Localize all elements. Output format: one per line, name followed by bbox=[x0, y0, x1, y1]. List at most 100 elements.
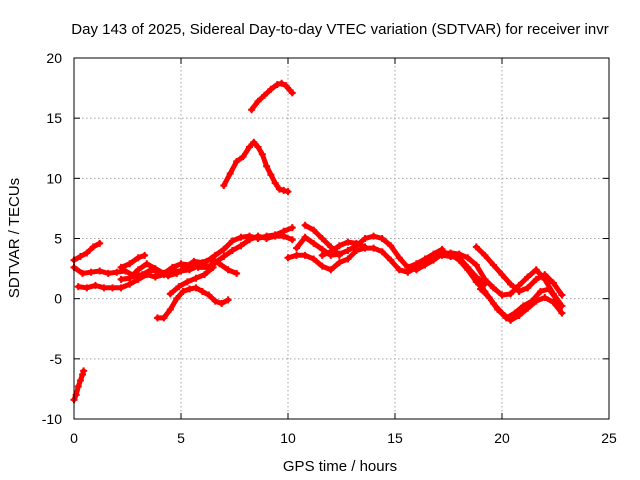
data-point bbox=[192, 284, 200, 292]
data-point bbox=[541, 271, 549, 279]
data-point bbox=[192, 274, 200, 282]
y-tick-label: 5 bbox=[54, 231, 62, 247]
data-point bbox=[412, 260, 420, 268]
data-point bbox=[293, 251, 301, 259]
data-point bbox=[134, 275, 142, 283]
data-point bbox=[104, 269, 112, 277]
data-point bbox=[168, 263, 176, 271]
data-point bbox=[175, 283, 183, 291]
data-point bbox=[76, 253, 84, 261]
data-point bbox=[267, 85, 275, 93]
data-point bbox=[310, 255, 318, 263]
data-point bbox=[395, 266, 403, 274]
data-point bbox=[74, 383, 82, 391]
data-point bbox=[310, 239, 318, 247]
data-point bbox=[209, 263, 217, 271]
data-point bbox=[361, 243, 369, 251]
data-point bbox=[121, 267, 129, 275]
data-point bbox=[126, 274, 134, 282]
data-point bbox=[233, 157, 241, 165]
data-point bbox=[507, 290, 515, 298]
data-point bbox=[179, 287, 187, 295]
x-tick-label: 25 bbox=[601, 430, 617, 446]
data-point bbox=[284, 188, 292, 196]
x-axis-title: GPS time / hours bbox=[283, 458, 397, 475]
data-point bbox=[498, 291, 506, 299]
data-point bbox=[378, 248, 386, 256]
data-point bbox=[89, 243, 97, 251]
data-point bbox=[282, 82, 290, 90]
data-point bbox=[134, 254, 142, 262]
data-point bbox=[220, 182, 228, 190]
data-point bbox=[301, 251, 309, 259]
data-point bbox=[263, 162, 271, 170]
data-point bbox=[327, 248, 335, 256]
grid-layer bbox=[74, 58, 609, 419]
data-point bbox=[186, 261, 194, 269]
data-point bbox=[549, 279, 557, 287]
data-point bbox=[528, 297, 536, 305]
data-point bbox=[186, 285, 194, 293]
data-point bbox=[344, 255, 352, 263]
data-point bbox=[344, 238, 352, 246]
data-point bbox=[278, 79, 286, 87]
data-point bbox=[151, 265, 159, 273]
data-point bbox=[273, 80, 281, 88]
data-point bbox=[515, 312, 523, 320]
data-point bbox=[117, 284, 125, 292]
data-point bbox=[554, 297, 562, 305]
data-point bbox=[237, 233, 245, 241]
data-point bbox=[378, 235, 386, 242]
data-point bbox=[288, 224, 296, 232]
data-point bbox=[301, 221, 309, 229]
data-point bbox=[489, 261, 497, 269]
series-track-e bbox=[118, 252, 148, 270]
data-point bbox=[280, 186, 288, 194]
data-point bbox=[248, 106, 256, 114]
data-point bbox=[211, 297, 219, 305]
data-point bbox=[76, 376, 84, 384]
data-point bbox=[160, 269, 168, 277]
data-point bbox=[335, 242, 343, 250]
x-tick-label: 10 bbox=[280, 430, 296, 446]
series-track-g bbox=[167, 264, 216, 297]
data-point bbox=[245, 236, 253, 244]
data-point bbox=[80, 367, 88, 375]
data-point bbox=[502, 314, 510, 322]
data-point bbox=[524, 273, 532, 281]
data-point bbox=[318, 235, 326, 242]
data-point bbox=[301, 233, 309, 241]
data-point bbox=[205, 291, 213, 299]
data-point bbox=[318, 245, 326, 253]
data-point bbox=[226, 170, 234, 178]
data-point bbox=[239, 153, 247, 161]
data-point bbox=[489, 284, 497, 292]
data-point bbox=[183, 278, 191, 286]
data-point bbox=[507, 280, 515, 288]
data-point bbox=[370, 232, 378, 240]
data-point bbox=[254, 97, 262, 105]
data-point bbox=[477, 285, 485, 293]
data-point bbox=[263, 235, 271, 242]
data-point bbox=[275, 185, 283, 193]
y-tick-label: 0 bbox=[54, 291, 62, 307]
data-point bbox=[254, 143, 262, 151]
data-point bbox=[280, 232, 288, 240]
data-point bbox=[498, 271, 506, 279]
data-point bbox=[464, 266, 472, 274]
y-tick-label: -10 bbox=[42, 411, 62, 427]
data-point bbox=[117, 275, 125, 283]
data-point bbox=[344, 247, 352, 255]
data-point bbox=[166, 290, 174, 298]
data-point bbox=[109, 284, 117, 292]
data-point bbox=[293, 244, 301, 252]
data-point bbox=[515, 281, 523, 289]
data-point bbox=[91, 281, 99, 289]
data-point bbox=[198, 287, 206, 295]
x-tick-label: 15 bbox=[387, 430, 403, 446]
data-point bbox=[211, 251, 219, 259]
data-point bbox=[541, 293, 549, 301]
data-point bbox=[271, 179, 279, 187]
